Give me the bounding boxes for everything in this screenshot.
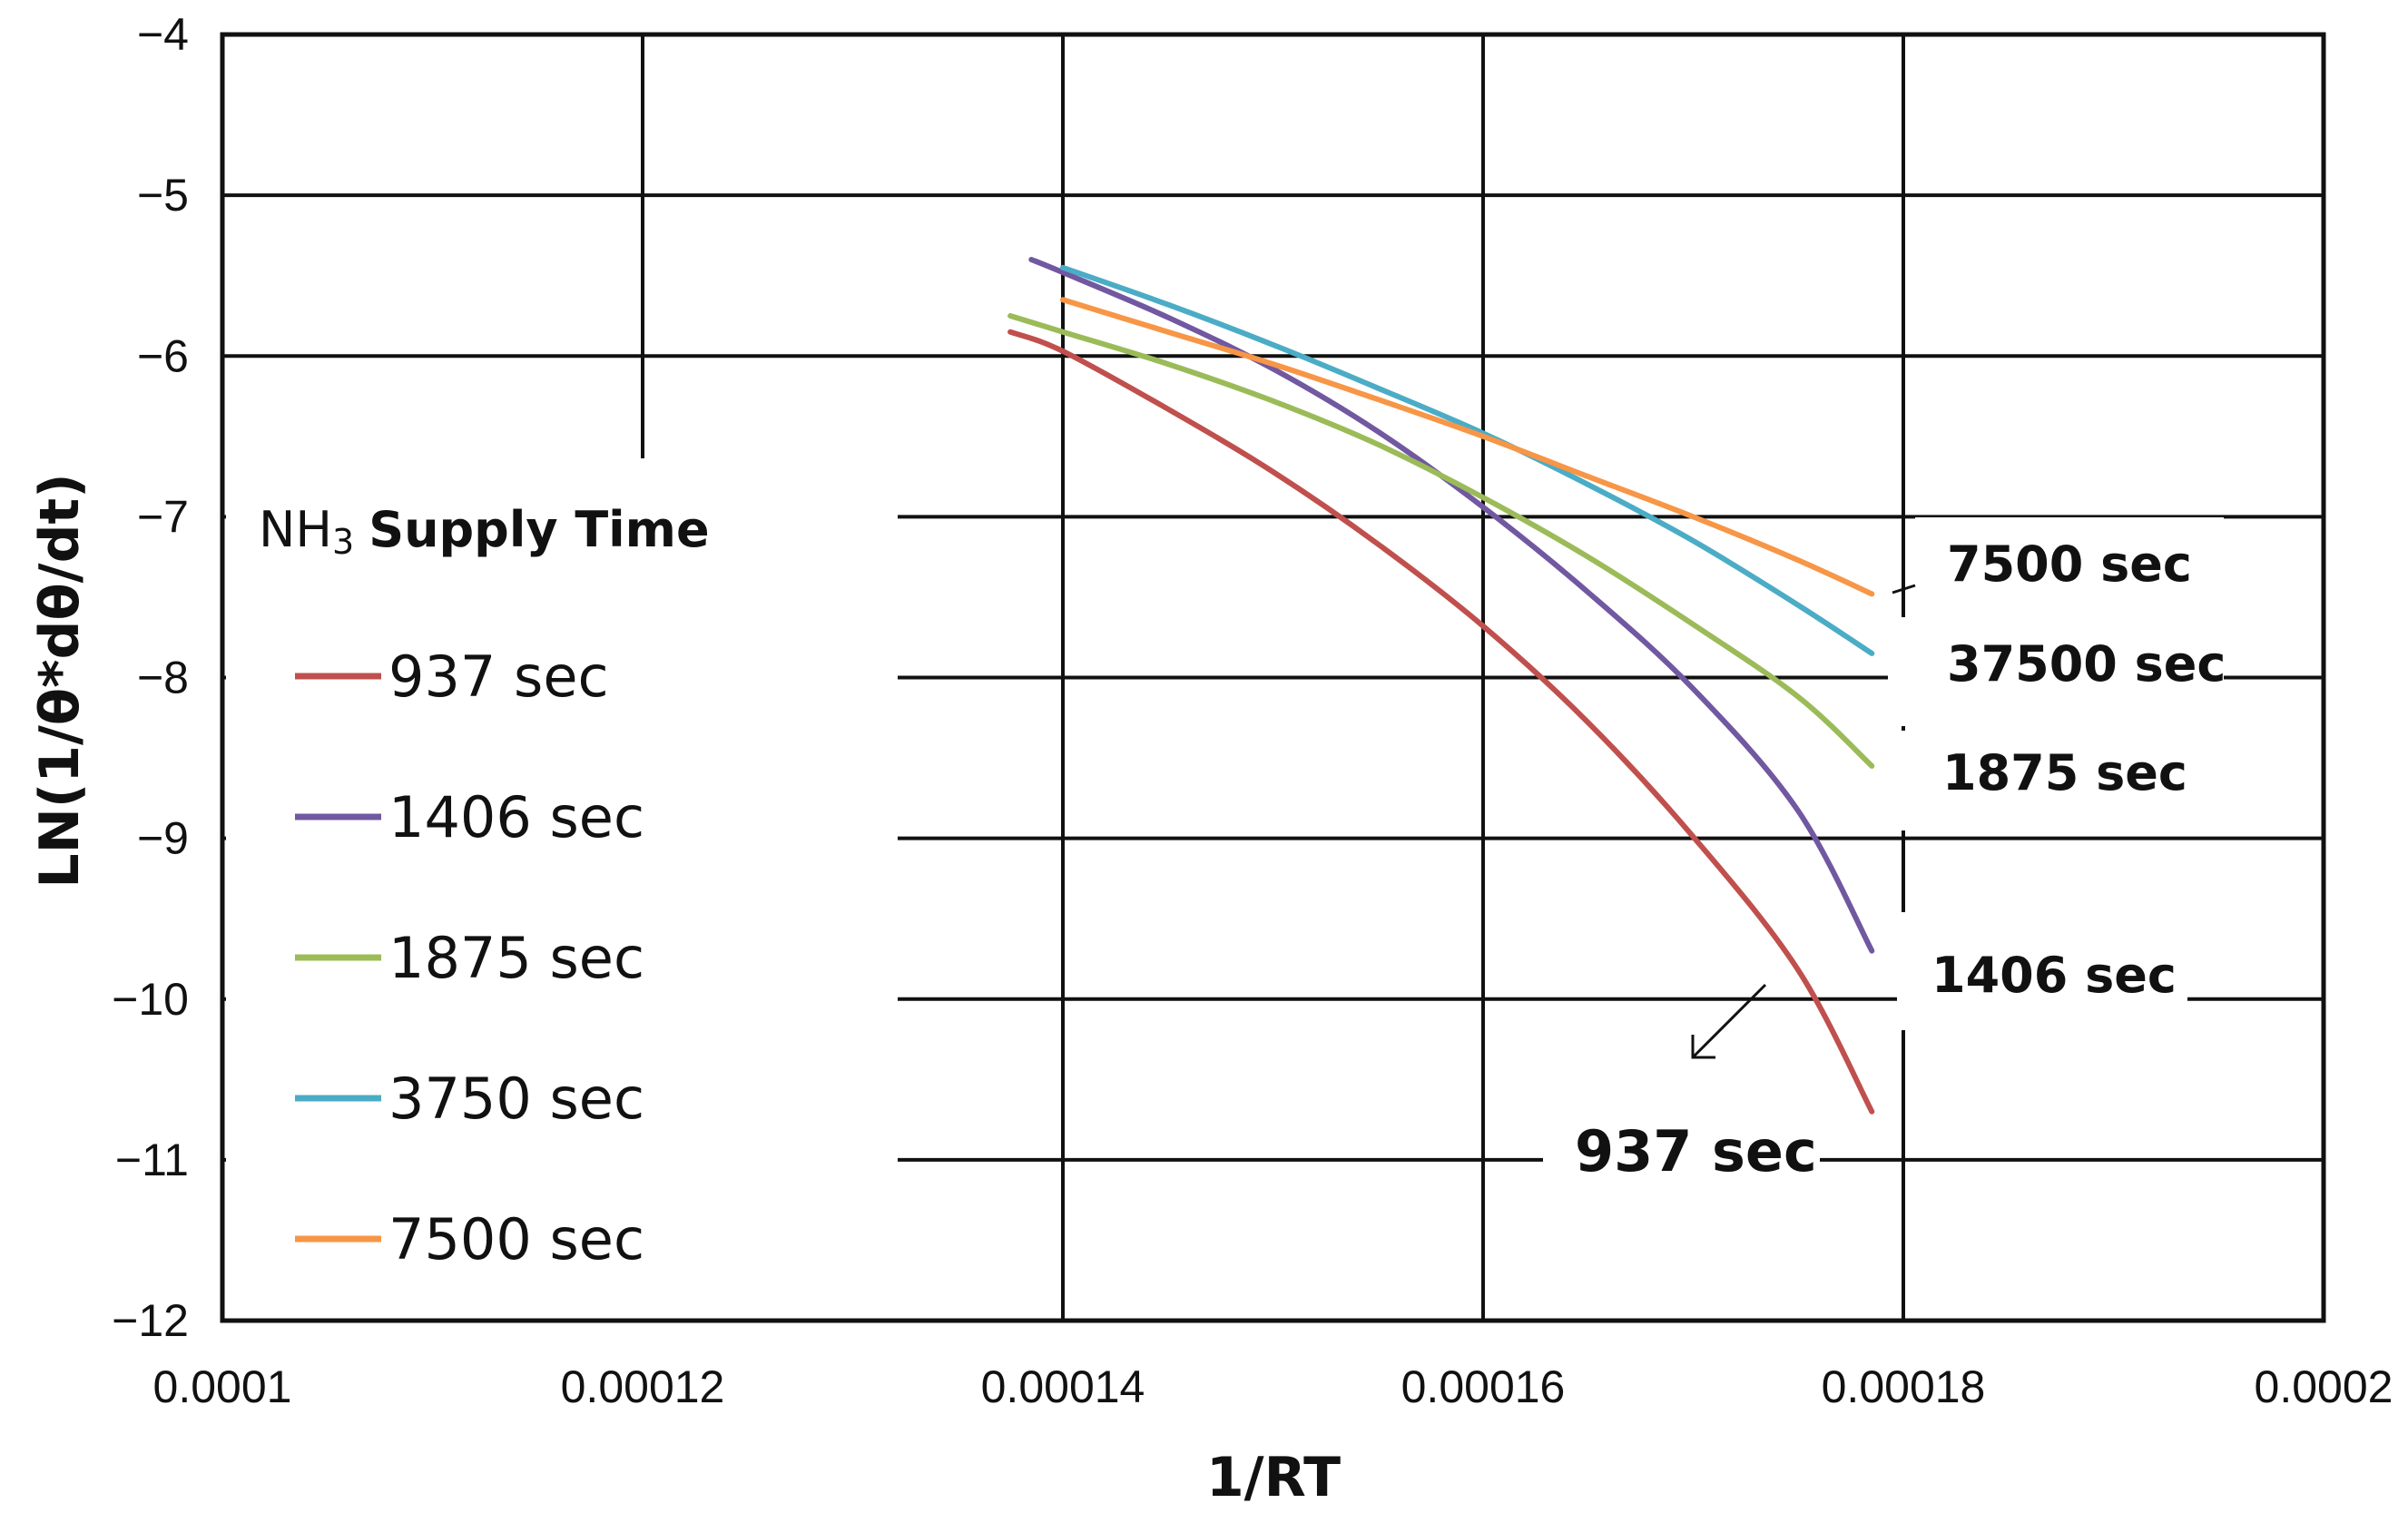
y-axis-title: LN(1/θ*dθ/dt) [28,473,92,888]
annotation-arrowhead [1691,1035,1715,1059]
series-line-7500-sec [1060,297,1875,597]
series-annotation: 7500 sec [1947,536,2192,593]
annotation-leader [1892,584,1916,594]
legend-title-prefix: NH [259,501,332,558]
x-tick-label: 0.00016 [1401,1361,1566,1412]
y-tick-label: −10 [112,974,189,1025]
y-tick-label: −5 [137,170,189,221]
series-annotation: 937 sec [1575,1118,1817,1184]
y-tick-label: −4 [137,9,189,60]
annotations: 7500 sec 37500 sec 1875 sec 1406 sec 937 sec [1575,536,2226,1184]
label-background [226,1330,707,1361]
y-tick-label: −8 [137,653,189,703]
legend-label: 7500 sec [388,1206,644,1272]
series-annotation: 37500 sec [1947,635,2226,693]
x-tick-label: 0.00014 [981,1361,1145,1412]
series-line-3750-sec [1060,264,1875,656]
legend-label: 1406 sec [388,784,644,850]
label-background [1543,1107,1820,1207]
y-tick-label: −9 [137,813,189,864]
label-background [1888,617,2224,726]
label-backgrounds [226,458,2224,1361]
label-background [226,458,898,1321]
x-tick-label: 0.0002 [2255,1361,2393,1412]
series-line-1875-sec [1007,313,1875,769]
legend-label: 3750 sec [388,1066,644,1132]
x-tick-labels: 0.0001 0.00012 0.00014 0.00016 0.00018 0.0002 [153,1361,2393,1412]
x-tick-label: 0.00012 [561,1361,725,1412]
plot-frame [220,32,2326,1323]
series-annotation: 1875 sec [1942,744,2187,801]
y-tick-label: −12 [112,1295,189,1346]
x-axis-title: 1/RT [1206,1446,1341,1509]
legend-title-rest: Supply Time [369,501,709,558]
label-background [1879,731,2215,830]
legend-label: 1875 sec [388,925,644,991]
y-tick-label: −6 [137,330,189,381]
series-line-1406-sec [1028,257,1875,954]
series-lines [1007,257,1875,1115]
label-background [1897,912,2187,1030]
legend: 937 sec 1406 sec 1875 sec 3750 sec 7500 sec [295,644,644,1272]
x-tick-label: 0.00018 [1822,1361,1986,1412]
legend-label: 937 sec [388,644,609,710]
series-line-937-sec [1007,329,1875,1115]
x-tick-label: 0.0001 [153,1361,292,1412]
y-tick-label: −7 [137,491,189,542]
y-tick-labels: −12 −11 −10 −9 −8 −7 −6 −5 −4 [112,9,189,1346]
legend-title-subscript: 3 [332,522,354,562]
series-annotation: 1406 sec [1931,947,2177,1004]
y-tick-label: −11 [115,1135,189,1185]
annotation-arrow [1691,983,1767,1059]
legend-title: NH3 Supply Time [259,501,710,562]
